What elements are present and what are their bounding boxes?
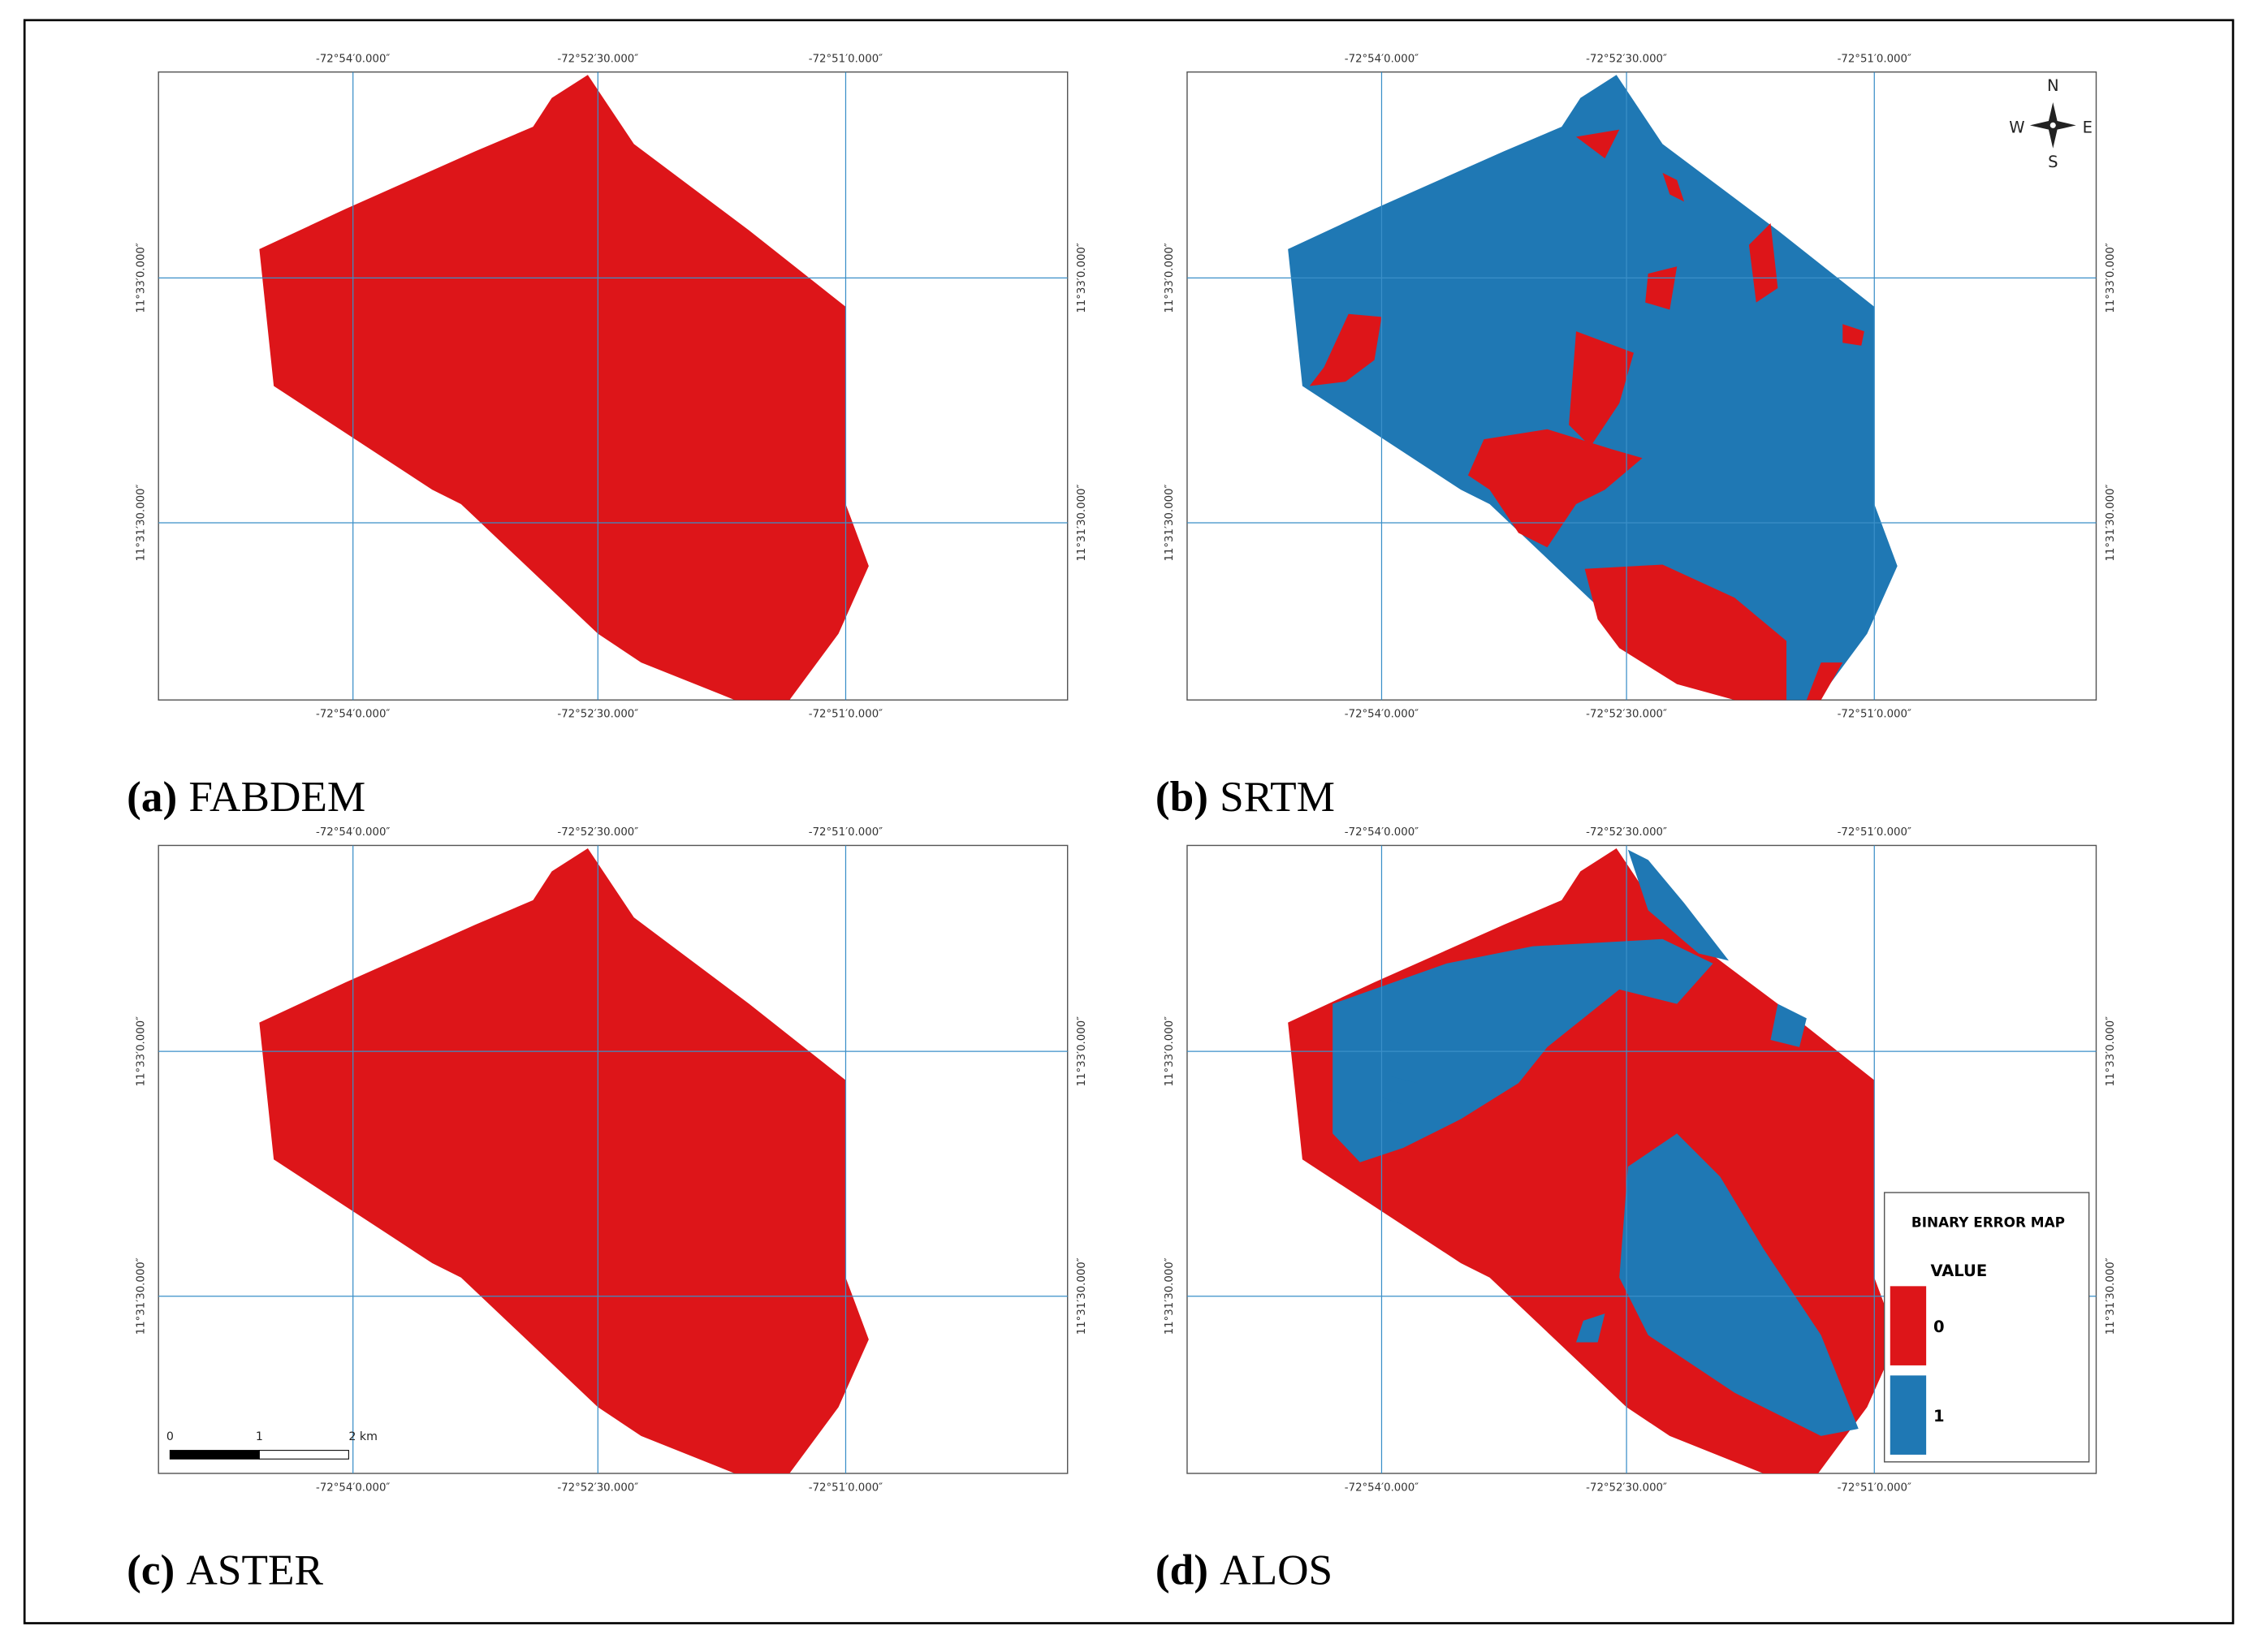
error-region xyxy=(1576,1313,1605,1343)
error-region xyxy=(1576,129,1620,159)
panel-name: ASTER xyxy=(186,1546,323,1594)
latitude-label: 11°31′30.000″ xyxy=(2105,485,2117,562)
panel-label: (d) xyxy=(1155,1546,1208,1594)
error-region xyxy=(1333,938,1713,1162)
longitude-label: -72°52′30.000″ xyxy=(557,53,638,65)
latitude-label: 11°33′0.000″ xyxy=(135,243,147,313)
panel-name: FABDEM xyxy=(188,773,365,821)
legend-title: BINARY ERROR MAP xyxy=(1911,1214,2065,1231)
error-region xyxy=(1748,223,1778,303)
latitude-label: 11°33′0.000″ xyxy=(2105,243,2117,313)
error-region xyxy=(1619,1133,1859,1436)
longitude-label: -72°52′30.000″ xyxy=(557,709,638,721)
compass-north: N xyxy=(2047,76,2059,95)
study-area xyxy=(259,75,869,701)
longitude-label: -72°51′0.000″ xyxy=(1838,1482,1911,1494)
panel-caption: (d) ALOS xyxy=(1155,1546,1333,1594)
compass-east: E xyxy=(2083,118,2093,136)
panel-name: SRTM xyxy=(1220,773,1335,821)
error-region xyxy=(1467,429,1643,548)
latitude-label: 11°31′30.000″ xyxy=(2105,1257,2117,1335)
longitude-label: -72°51′0.000″ xyxy=(1838,53,1911,65)
north-arrow: N S E W xyxy=(2009,76,2093,171)
latitude-label: 11°33′0.000″ xyxy=(1076,1016,1088,1087)
longitude-label: -72°54′0.000″ xyxy=(1345,53,1419,65)
compass-south: S xyxy=(2048,153,2058,171)
panel-label: (a) xyxy=(127,773,177,821)
error-region xyxy=(1381,1076,1418,1105)
latitude-label: 11°31′30.000″ xyxy=(1076,485,1088,562)
latitude-label: 11°33′0.000″ xyxy=(1076,243,1088,313)
panel-name: ALOS xyxy=(1220,1546,1333,1594)
latitude-label: 11°31′30.000″ xyxy=(135,485,147,562)
error-region xyxy=(1627,849,1730,961)
legend: BINARY ERROR MAP VALUE 0 1 xyxy=(1883,1192,2090,1463)
compass-west: W xyxy=(2009,118,2024,136)
longitude-label: -72°52′30.000″ xyxy=(557,826,638,839)
latitude-label: 11°31′30.000″ xyxy=(1076,1257,1088,1335)
panel-caption: (a) FABDEM xyxy=(127,773,365,821)
longitude-label: -72°51′0.000″ xyxy=(809,826,883,839)
scale-label: 0 xyxy=(166,1430,174,1443)
longitude-label: -72°51′0.000″ xyxy=(809,53,883,65)
longitude-label: -72°54′0.000″ xyxy=(1345,826,1419,839)
scale-segment xyxy=(258,1450,349,1460)
longitude-label: -72°52′30.000″ xyxy=(1586,826,1667,839)
map-panel: -72°54′0.000″ -72°54′0.000″ -72°52′30.000″… xyxy=(135,826,1088,1494)
longitude-label: -72°51′0.000″ xyxy=(809,709,883,721)
longitude-label: -72°51′0.000″ xyxy=(1838,709,1911,721)
map-panel: -72°54′0.000″ -72°54′0.000″ -72°52′30.000″… xyxy=(1164,53,2117,720)
longitude-label: -72°52′30.000″ xyxy=(1586,709,1667,721)
longitude-label: -72°54′0.000″ xyxy=(316,53,390,65)
error-region xyxy=(1584,564,1787,701)
latitude-label: 11°33′0.000″ xyxy=(135,1016,147,1087)
latitude-label: 11°33′0.000″ xyxy=(1164,1016,1176,1087)
scale-segment xyxy=(169,1450,260,1460)
legend-label: 0 xyxy=(1933,1318,1945,1336)
panel-caption: (c) ASTER xyxy=(127,1546,323,1594)
map-panel: -72°54′0.000″ -72°54′0.000″ -72°52′30.000″… xyxy=(135,53,1088,720)
legend-label: 1 xyxy=(1933,1407,1945,1426)
longitude-label: -72°54′0.000″ xyxy=(1345,709,1419,721)
longitude-label: -72°52′30.000″ xyxy=(1586,1482,1667,1494)
latitude-label: 11°33′0.000″ xyxy=(2105,1016,2117,1087)
longitude-label: -72°51′0.000″ xyxy=(809,1482,883,1494)
error-region xyxy=(1309,313,1382,386)
panel-label: (c) xyxy=(127,1546,175,1594)
latitude-label: 11°31′30.000″ xyxy=(135,1257,147,1335)
longitude-label: -72°52′30.000″ xyxy=(1586,53,1667,65)
error-region xyxy=(1569,331,1634,446)
compass-center xyxy=(2048,121,2058,130)
legend-swatch xyxy=(1890,1375,1927,1455)
scale-label: 2 km xyxy=(348,1430,378,1443)
error-region xyxy=(1842,324,1864,346)
latitude-label: 11°33′0.000″ xyxy=(1164,243,1176,313)
latitude-label: 11°31′30.000″ xyxy=(1164,1257,1176,1335)
error-region xyxy=(1645,266,1678,310)
error-region xyxy=(1662,172,1685,202)
longitude-label: -72°54′0.000″ xyxy=(316,1482,390,1494)
error-region xyxy=(1806,662,1843,701)
longitude-label: -72°54′0.000″ xyxy=(316,826,390,839)
panel-caption: (b) SRTM xyxy=(1155,773,1335,821)
panel-label: (b) xyxy=(1155,773,1208,821)
scale-bar: 0 1 2 km xyxy=(166,1430,378,1460)
study-area xyxy=(259,848,869,1473)
scale-label: 1 xyxy=(256,1430,263,1443)
longitude-label: -72°52′30.000″ xyxy=(557,1482,638,1494)
latitude-label: 11°31′30.000″ xyxy=(1164,485,1176,562)
longitude-label: -72°51′0.000″ xyxy=(1838,826,1911,839)
figure-border xyxy=(23,19,2235,1624)
error-region xyxy=(1770,1003,1807,1047)
legend-subtitle: VALUE xyxy=(1930,1262,1987,1280)
legend-swatch xyxy=(1890,1286,1927,1365)
longitude-label: -72°54′0.000″ xyxy=(316,709,390,721)
longitude-label: -72°54′0.000″ xyxy=(1345,1482,1419,1494)
